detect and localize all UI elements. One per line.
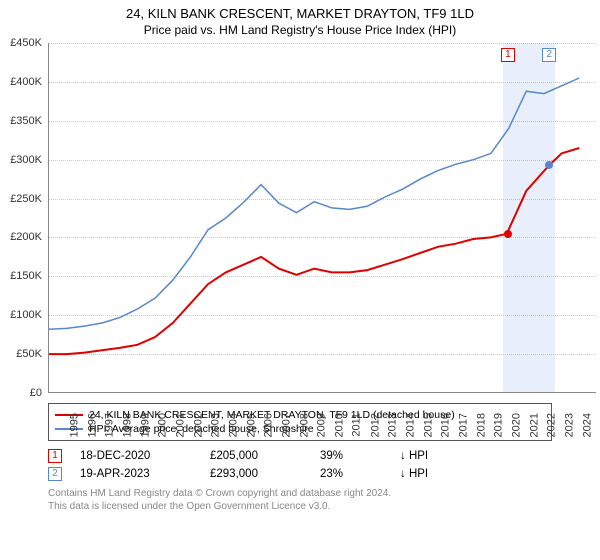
plot-area: 12 £0£50K£100K£150K£200K£250K£300K£350K£… <box>48 43 596 393</box>
sales-row-price: £205,000 <box>210 450 320 462</box>
chart-title: 24, KILN BANK CRESCENT, MARKET DRAYTON, … <box>0 0 600 21</box>
x-axis-label: 2013 <box>387 413 399 437</box>
x-axis-label: 2006 <box>263 413 275 437</box>
attribution-footer: Contains HM Land Registry data © Crown c… <box>48 487 552 513</box>
x-axis-label: 2010 <box>334 413 346 437</box>
x-axis-label: 2021 <box>528 413 540 437</box>
x-axis-label: 1997 <box>104 413 116 437</box>
x-axis-label: 2005 <box>245 413 257 437</box>
sales-table: 1 18-DEC-2020£205,00039%↓ HPI 2 19-APR-2023… <box>48 447 552 483</box>
y-axis-label: £100K <box>10 309 42 321</box>
y-axis-label: £300K <box>10 154 42 166</box>
sales-row-diff: 39% <box>320 450 400 462</box>
chart-subtitle: Price paid vs. HM Land Registry's House … <box>0 21 600 41</box>
chart-container: 24, KILN BANK CRESCENT, MARKET DRAYTON, … <box>0 0 600 560</box>
footer-line: This data is licensed under the Open Gov… <box>48 500 552 513</box>
x-axis-label: 2023 <box>563 413 575 437</box>
x-axis-label: 2020 <box>510 413 522 437</box>
y-axis-label: £150K <box>10 270 42 282</box>
y-axis-label: £250K <box>10 193 42 205</box>
x-axis-label: 2002 <box>192 413 204 437</box>
sale-dot <box>504 230 512 238</box>
y-axis-label: £450K <box>10 37 42 49</box>
x-axis-label: 2018 <box>475 413 487 437</box>
sales-row: 1 18-DEC-2020£205,00039%↓ HPI <box>48 447 552 465</box>
x-axis-label: 2003 <box>210 413 222 437</box>
x-axis-label: 2001 <box>175 413 187 437</box>
y-axis-label: £200K <box>10 231 42 243</box>
sales-row-date: 18-DEC-2020 <box>80 450 210 462</box>
sales-row-date: 19-APR-2023 <box>80 468 210 480</box>
sales-row: 2 19-APR-2023£293,00023%↓ HPI <box>48 465 552 483</box>
x-axis-label: 2014 <box>404 413 416 437</box>
x-axis-label: 2016 <box>440 413 452 437</box>
sale-dot <box>545 161 553 169</box>
x-axis-label: 1996 <box>86 413 98 437</box>
sales-row-diff: 23% <box>320 468 400 480</box>
y-axis-label: £50K <box>16 348 42 360</box>
sales-row-marker: 1 <box>48 449 62 463</box>
x-axis-label: 1999 <box>139 413 151 437</box>
x-axis-label: 2008 <box>298 413 310 437</box>
x-axis-label: 2015 <box>422 413 434 437</box>
x-axis-label: 2017 <box>457 413 469 437</box>
x-axis-label: 2019 <box>493 413 505 437</box>
x-axis-label: 2011 <box>350 413 362 437</box>
series-property <box>49 148 579 354</box>
y-axis-label: £0 <box>30 387 42 399</box>
sales-row-marker: 2 <box>48 467 62 481</box>
line-layer <box>49 43 597 393</box>
x-axis-label: 2007 <box>281 413 293 437</box>
x-axis-label: 2022 <box>546 413 558 437</box>
y-axis-label: £400K <box>10 76 42 88</box>
series-hpi <box>49 78 579 329</box>
x-axis-label: 1995 <box>68 413 80 437</box>
sale-marker-box: 2 <box>542 48 556 62</box>
x-axis-label: 2012 <box>369 413 381 437</box>
x-axis-label: 2004 <box>228 413 240 437</box>
x-axis-label: 2009 <box>316 413 328 437</box>
x-axis-label: 2000 <box>157 413 169 437</box>
y-axis-label: £350K <box>10 115 42 127</box>
sales-row-price: £293,000 <box>210 468 320 480</box>
sale-marker-box: 1 <box>501 48 515 62</box>
footer-line: Contains HM Land Registry data © Crown c… <box>48 487 552 500</box>
sales-row-arrow: ↓ HPI <box>400 468 428 480</box>
sales-row-arrow: ↓ HPI <box>400 450 428 462</box>
x-axis-label: 1998 <box>122 413 134 437</box>
x-axis-label: 2024 <box>581 413 593 437</box>
